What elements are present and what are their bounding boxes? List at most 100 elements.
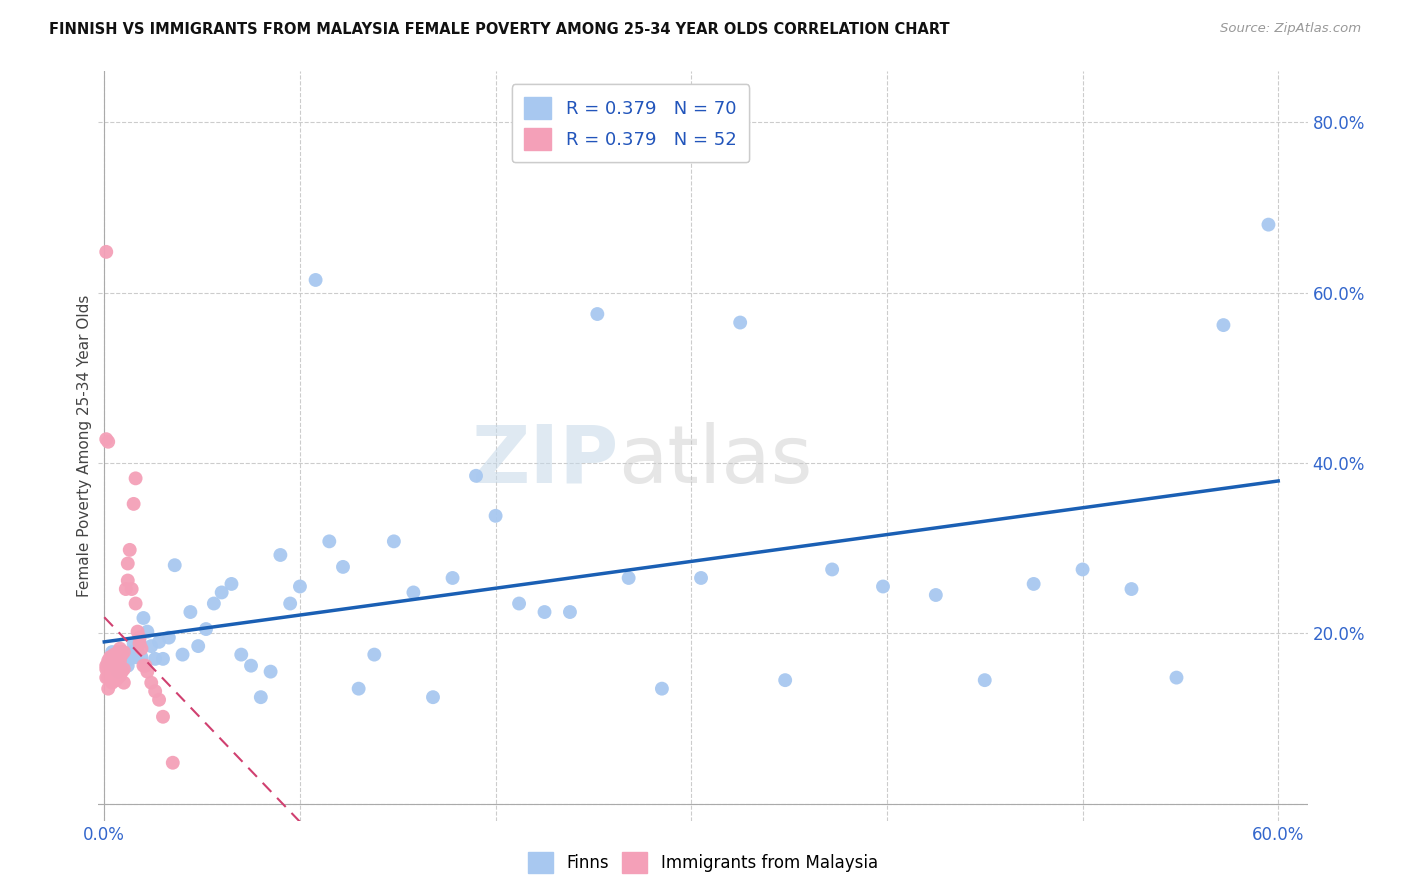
Point — [131, 641, 153, 656]
Point — [143, 652, 166, 666]
Point — [533, 605, 555, 619]
Point — [112, 654, 135, 668]
Point — [172, 648, 194, 662]
Point — [382, 534, 405, 549]
Text: atlas: atlas — [619, 422, 813, 500]
Point — [304, 273, 326, 287]
Point — [136, 624, 159, 639]
Point — [96, 662, 118, 676]
Point — [97, 671, 120, 685]
Point — [103, 662, 125, 676]
Point — [211, 585, 233, 599]
Point — [728, 316, 751, 330]
Point — [259, 665, 281, 679]
Point — [112, 675, 135, 690]
Point — [250, 690, 273, 705]
Point — [195, 622, 218, 636]
Point — [121, 645, 143, 659]
Point — [441, 571, 464, 585]
Point — [118, 652, 141, 666]
Point — [141, 675, 163, 690]
Point — [128, 633, 150, 648]
Point — [107, 671, 129, 685]
Point — [117, 574, 139, 588]
Point — [1257, 218, 1279, 232]
Legend: Finns, Immigrants from Malaysia: Finns, Immigrants from Malaysia — [522, 846, 884, 880]
Point — [128, 636, 150, 650]
Point — [617, 571, 640, 585]
Point — [128, 631, 150, 645]
Point — [105, 673, 128, 688]
Point — [690, 571, 713, 585]
Point — [422, 690, 444, 705]
Point — [508, 597, 530, 611]
Point — [973, 673, 995, 688]
Point — [157, 631, 180, 645]
Point — [465, 468, 488, 483]
Point — [278, 597, 301, 611]
Point — [1166, 671, 1188, 685]
Point — [131, 650, 153, 665]
Point — [288, 580, 311, 594]
Point — [101, 667, 124, 681]
Point — [872, 580, 894, 594]
Point — [134, 658, 156, 673]
Point — [112, 645, 135, 659]
Point — [925, 588, 948, 602]
Point — [122, 636, 145, 650]
Point — [141, 639, 163, 653]
Point — [127, 643, 149, 657]
Point — [124, 650, 146, 665]
Point — [103, 671, 125, 685]
Point — [105, 654, 128, 668]
Point — [240, 658, 263, 673]
Legend: R = 0.379   N = 70, R = 0.379   N = 52: R = 0.379 N = 70, R = 0.379 N = 52 — [512, 84, 749, 162]
Point — [124, 597, 146, 611]
Point — [101, 675, 124, 690]
Point — [98, 650, 121, 665]
Point — [402, 585, 425, 599]
Point — [269, 548, 291, 562]
Text: FINNISH VS IMMIGRANTS FROM MALAYSIA FEMALE POVERTY AMONG 25-34 YEAR OLDS CORRELA: FINNISH VS IMMIGRANTS FROM MALAYSIA FEMA… — [49, 22, 950, 37]
Point — [98, 652, 121, 666]
Point — [96, 671, 118, 685]
Point — [108, 669, 131, 683]
Point — [127, 624, 149, 639]
Point — [148, 692, 170, 706]
Point — [97, 662, 120, 676]
Point — [97, 434, 120, 449]
Point — [114, 582, 136, 596]
Point — [122, 497, 145, 511]
Point — [96, 244, 118, 259]
Point — [111, 645, 134, 659]
Point — [363, 648, 385, 662]
Point — [202, 597, 225, 611]
Point — [118, 542, 141, 557]
Point — [162, 756, 184, 770]
Point — [107, 658, 129, 673]
Point — [112, 662, 135, 676]
Point — [101, 656, 124, 670]
Point — [347, 681, 370, 696]
Point — [124, 471, 146, 485]
Point — [98, 665, 121, 679]
Point — [484, 508, 506, 523]
Point — [98, 658, 121, 673]
Point — [152, 652, 174, 666]
Point — [108, 641, 131, 656]
Point — [187, 639, 209, 653]
Point — [103, 648, 125, 662]
Point — [1071, 562, 1094, 576]
Point — [132, 658, 155, 673]
Y-axis label: Female Poverty Among 25-34 Year Olds: Female Poverty Among 25-34 Year Olds — [77, 295, 91, 597]
Point — [96, 432, 118, 446]
Point — [163, 558, 186, 573]
Point — [821, 562, 844, 576]
Text: ZIP: ZIP — [471, 422, 619, 500]
Point — [558, 605, 581, 619]
Point — [1121, 582, 1143, 596]
Point — [97, 681, 120, 696]
Point — [107, 645, 129, 659]
Point — [117, 658, 139, 673]
Point — [97, 656, 120, 670]
